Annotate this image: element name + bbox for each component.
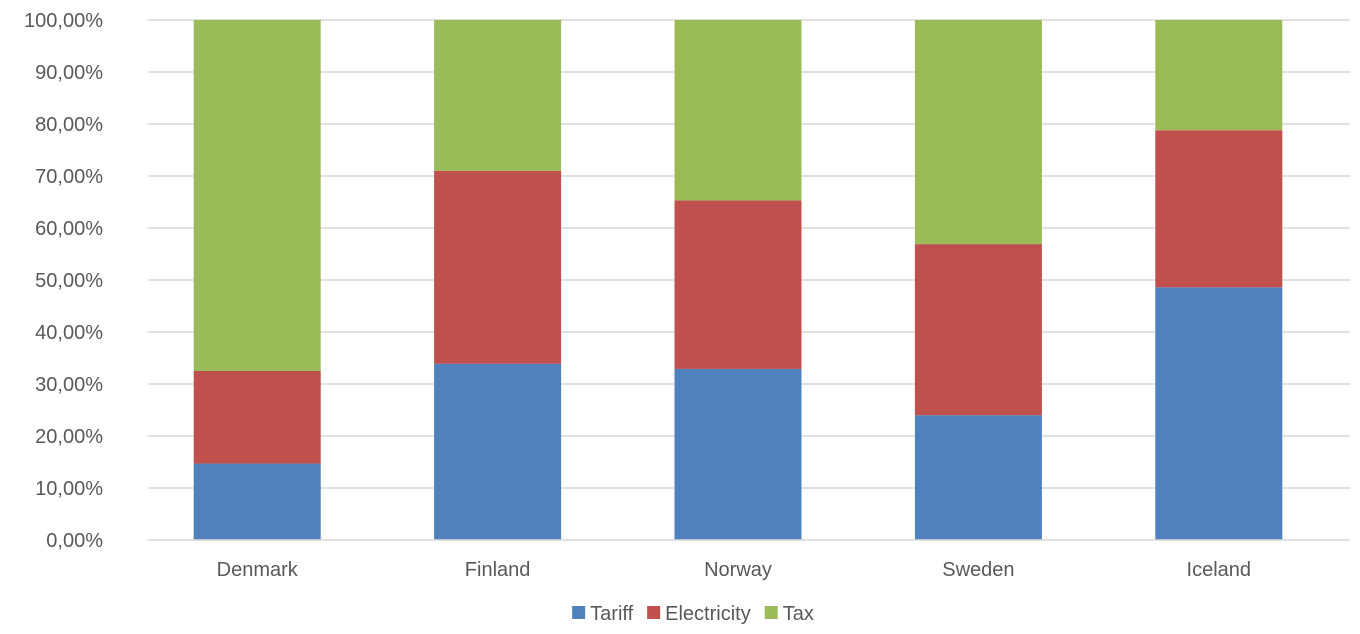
bar-segment-electricity xyxy=(1155,130,1283,288)
bar-segment-electricity xyxy=(914,244,1042,416)
axes: 0,00% 10,00% 20,00% 30,00% 40,00% 50,00% 60,00… xyxy=(24,10,1350,581)
y-tick-label: 50,00% xyxy=(35,270,103,292)
legend-label-tariff: Tariff xyxy=(590,603,633,625)
bars xyxy=(193,20,1283,540)
legend-label-electricity: Electricity xyxy=(665,603,751,625)
y-tick-label: 70,00% xyxy=(35,166,103,188)
y-tick-label: 80,00% xyxy=(35,114,103,136)
bar-segment-tariff xyxy=(914,415,1042,540)
bar-segment-electricity xyxy=(674,200,802,369)
bar-segment-tax xyxy=(434,20,562,171)
bar-segment-tax xyxy=(1155,20,1283,131)
bar-segment-tariff xyxy=(434,363,562,540)
bar-segment-tax xyxy=(914,20,1042,245)
y-tick-label: 30,00% xyxy=(35,374,103,396)
y-tick-label: 10,00% xyxy=(35,478,103,500)
y-tick-label: 100,00% xyxy=(24,10,103,32)
bar-segment-tariff xyxy=(674,368,802,540)
bar-segment-electricity xyxy=(193,371,321,464)
legend-swatch-electricity xyxy=(647,606,661,619)
legend-label-tax: Tax xyxy=(783,603,814,625)
y-tick-label: 0,00% xyxy=(46,530,103,552)
bar-segment-tax xyxy=(193,20,321,371)
x-category-label: Sweden xyxy=(942,559,1014,581)
x-category-label: Norway xyxy=(704,559,772,581)
x-category-label: Iceland xyxy=(1187,559,1252,581)
y-tick-label: 20,00% xyxy=(35,426,103,448)
bar-segment-tariff xyxy=(1155,287,1283,540)
legend: Tariff Electricity Tax xyxy=(572,603,814,625)
x-category-label: Denmark xyxy=(217,559,299,581)
bar-segment-electricity xyxy=(434,170,562,364)
legend-swatch-tariff xyxy=(572,606,586,619)
x-category-label: Finland xyxy=(465,559,531,581)
y-tick-label: 40,00% xyxy=(35,322,103,344)
bar-segment-tariff xyxy=(193,463,321,540)
y-tick-label: 60,00% xyxy=(35,218,103,240)
bar-segment-tax xyxy=(674,20,802,201)
legend-swatch-tax xyxy=(764,606,778,619)
y-tick-label: 90,00% xyxy=(35,62,103,84)
